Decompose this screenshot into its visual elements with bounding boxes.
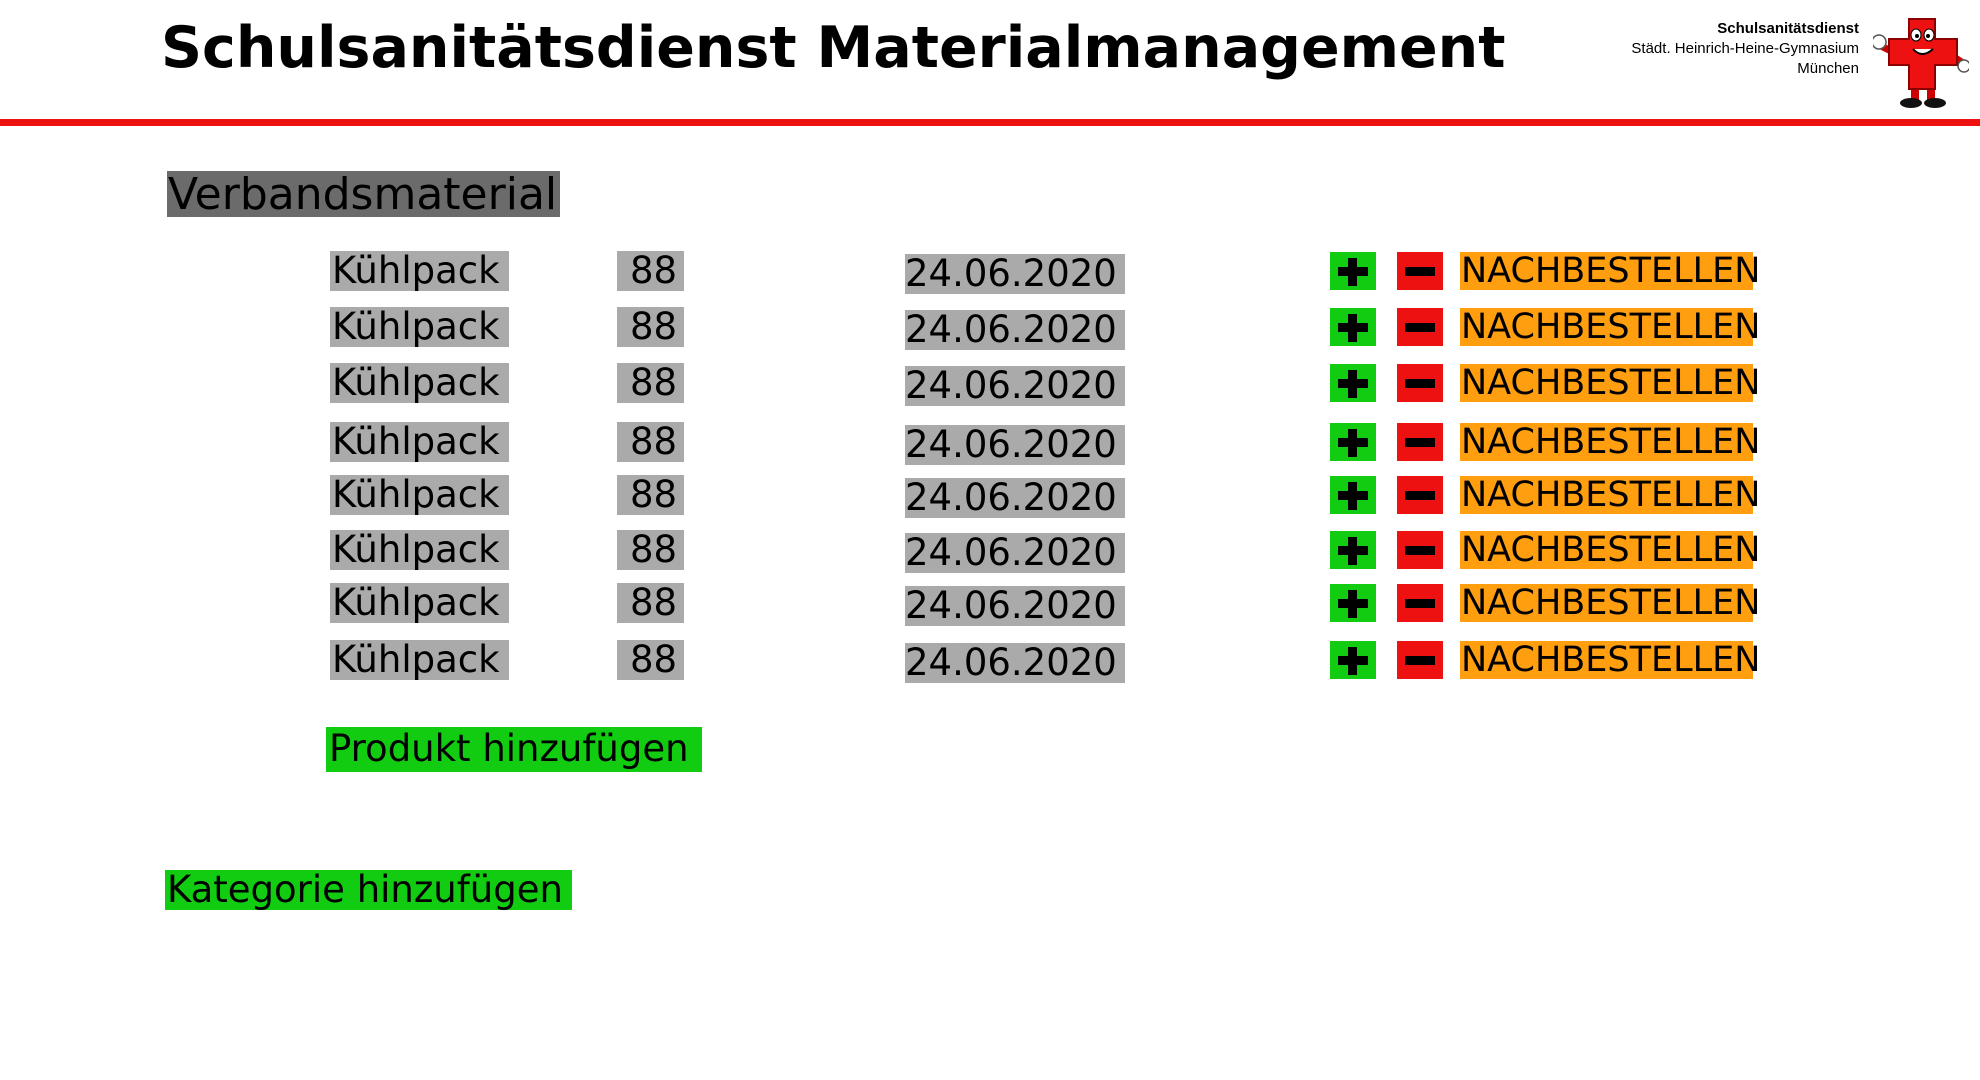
product-quantity: 88 bbox=[617, 583, 684, 623]
header-divider bbox=[0, 119, 1980, 126]
product-name: Kühlpack bbox=[330, 251, 509, 291]
product-row: Kühlpack 88 24.06.2020 NACHBESTELLEN bbox=[0, 363, 1980, 407]
decrease-quantity-button[interactable] bbox=[1397, 584, 1443, 622]
decrease-quantity-button[interactable] bbox=[1397, 641, 1443, 679]
product-row: Kühlpack 88 24.06.2020 NACHBESTELLEN bbox=[0, 583, 1980, 627]
product-name: Kühlpack bbox=[330, 422, 509, 462]
increase-quantity-button[interactable] bbox=[1330, 252, 1376, 290]
increase-quantity-button[interactable] bbox=[1330, 423, 1376, 461]
product-name: Kühlpack bbox=[330, 307, 509, 347]
product-date: 24.06.2020 bbox=[905, 254, 1125, 294]
product-row: Kühlpack 88 24.06.2020 NACHBESTELLEN bbox=[0, 530, 1980, 574]
product-date: 24.06.2020 bbox=[905, 478, 1125, 518]
increase-quantity-button[interactable] bbox=[1330, 531, 1376, 569]
reorder-button[interactable]: NACHBESTELLEN bbox=[1460, 530, 1761, 570]
product-quantity: 88 bbox=[617, 640, 684, 680]
product-name: Kühlpack bbox=[330, 583, 509, 623]
product-quantity: 88 bbox=[617, 475, 684, 515]
product-name: Kühlpack bbox=[330, 640, 509, 680]
category-title: Verbandsmaterial bbox=[167, 171, 561, 219]
product-date: 24.06.2020 bbox=[905, 366, 1125, 406]
product-row: Kühlpack 88 24.06.2020 NACHBESTELLEN bbox=[0, 307, 1980, 351]
product-date: 24.06.2020 bbox=[905, 425, 1125, 465]
reorder-button[interactable]: NACHBESTELLEN bbox=[1460, 363, 1761, 403]
brand-block: Schulsanitätsdienst Städt. Heinrich-Hein… bbox=[1631, 19, 1859, 79]
add-category-button[interactable]: Kategorie hinzufügen bbox=[165, 870, 572, 910]
product-name: Kühlpack bbox=[330, 475, 509, 515]
red-cross-mascot-icon bbox=[1873, 18, 1969, 108]
increase-quantity-button[interactable] bbox=[1330, 308, 1376, 346]
product-quantity: 88 bbox=[617, 307, 684, 347]
product-quantity: 88 bbox=[617, 530, 684, 570]
increase-quantity-button[interactable] bbox=[1330, 641, 1376, 679]
product-row: Kühlpack 88 24.06.2020 NACHBESTELLEN bbox=[0, 640, 1980, 684]
reorder-button[interactable]: NACHBESTELLEN bbox=[1460, 583, 1761, 623]
product-row: Kühlpack 88 24.06.2020 NACHBESTELLEN bbox=[0, 251, 1980, 295]
decrease-quantity-button[interactable] bbox=[1397, 531, 1443, 569]
reorder-button[interactable]: NACHBESTELLEN bbox=[1460, 307, 1761, 347]
product-date: 24.06.2020 bbox=[905, 310, 1125, 350]
product-quantity: 88 bbox=[617, 422, 684, 462]
increase-quantity-button[interactable] bbox=[1330, 364, 1376, 402]
product-date: 24.06.2020 bbox=[905, 643, 1125, 683]
reorder-button[interactable]: NACHBESTELLEN bbox=[1460, 251, 1761, 291]
brand-school: Städt. Heinrich-Heine-Gymnasium bbox=[1631, 40, 1859, 57]
decrease-quantity-button[interactable] bbox=[1397, 252, 1443, 290]
page-title: Schulsanitätsdienst Materialmanagement bbox=[161, 15, 1506, 81]
brand-city: München bbox=[1797, 60, 1859, 77]
product-quantity: 88 bbox=[617, 363, 684, 403]
product-name: Kühlpack bbox=[330, 363, 509, 403]
increase-quantity-button[interactable] bbox=[1330, 584, 1376, 622]
product-name: Kühlpack bbox=[330, 530, 509, 570]
product-row: Kühlpack 88 24.06.2020 NACHBESTELLEN bbox=[0, 422, 1980, 466]
product-date: 24.06.2020 bbox=[905, 586, 1125, 626]
increase-quantity-button[interactable] bbox=[1330, 476, 1376, 514]
add-product-button[interactable]: Produkt hinzufügen bbox=[326, 727, 702, 772]
product-row: Kühlpack 88 24.06.2020 NACHBESTELLEN bbox=[0, 475, 1980, 519]
product-quantity: 88 bbox=[617, 251, 684, 291]
product-date: 24.06.2020 bbox=[905, 533, 1125, 573]
decrease-quantity-button[interactable] bbox=[1397, 476, 1443, 514]
brand-name: Schulsanitätsdienst bbox=[1717, 20, 1859, 37]
reorder-button[interactable]: NACHBESTELLEN bbox=[1460, 422, 1761, 462]
decrease-quantity-button[interactable] bbox=[1397, 308, 1443, 346]
reorder-button[interactable]: NACHBESTELLEN bbox=[1460, 475, 1761, 515]
decrease-quantity-button[interactable] bbox=[1397, 364, 1443, 402]
decrease-quantity-button[interactable] bbox=[1397, 423, 1443, 461]
reorder-button[interactable]: NACHBESTELLEN bbox=[1460, 640, 1761, 680]
